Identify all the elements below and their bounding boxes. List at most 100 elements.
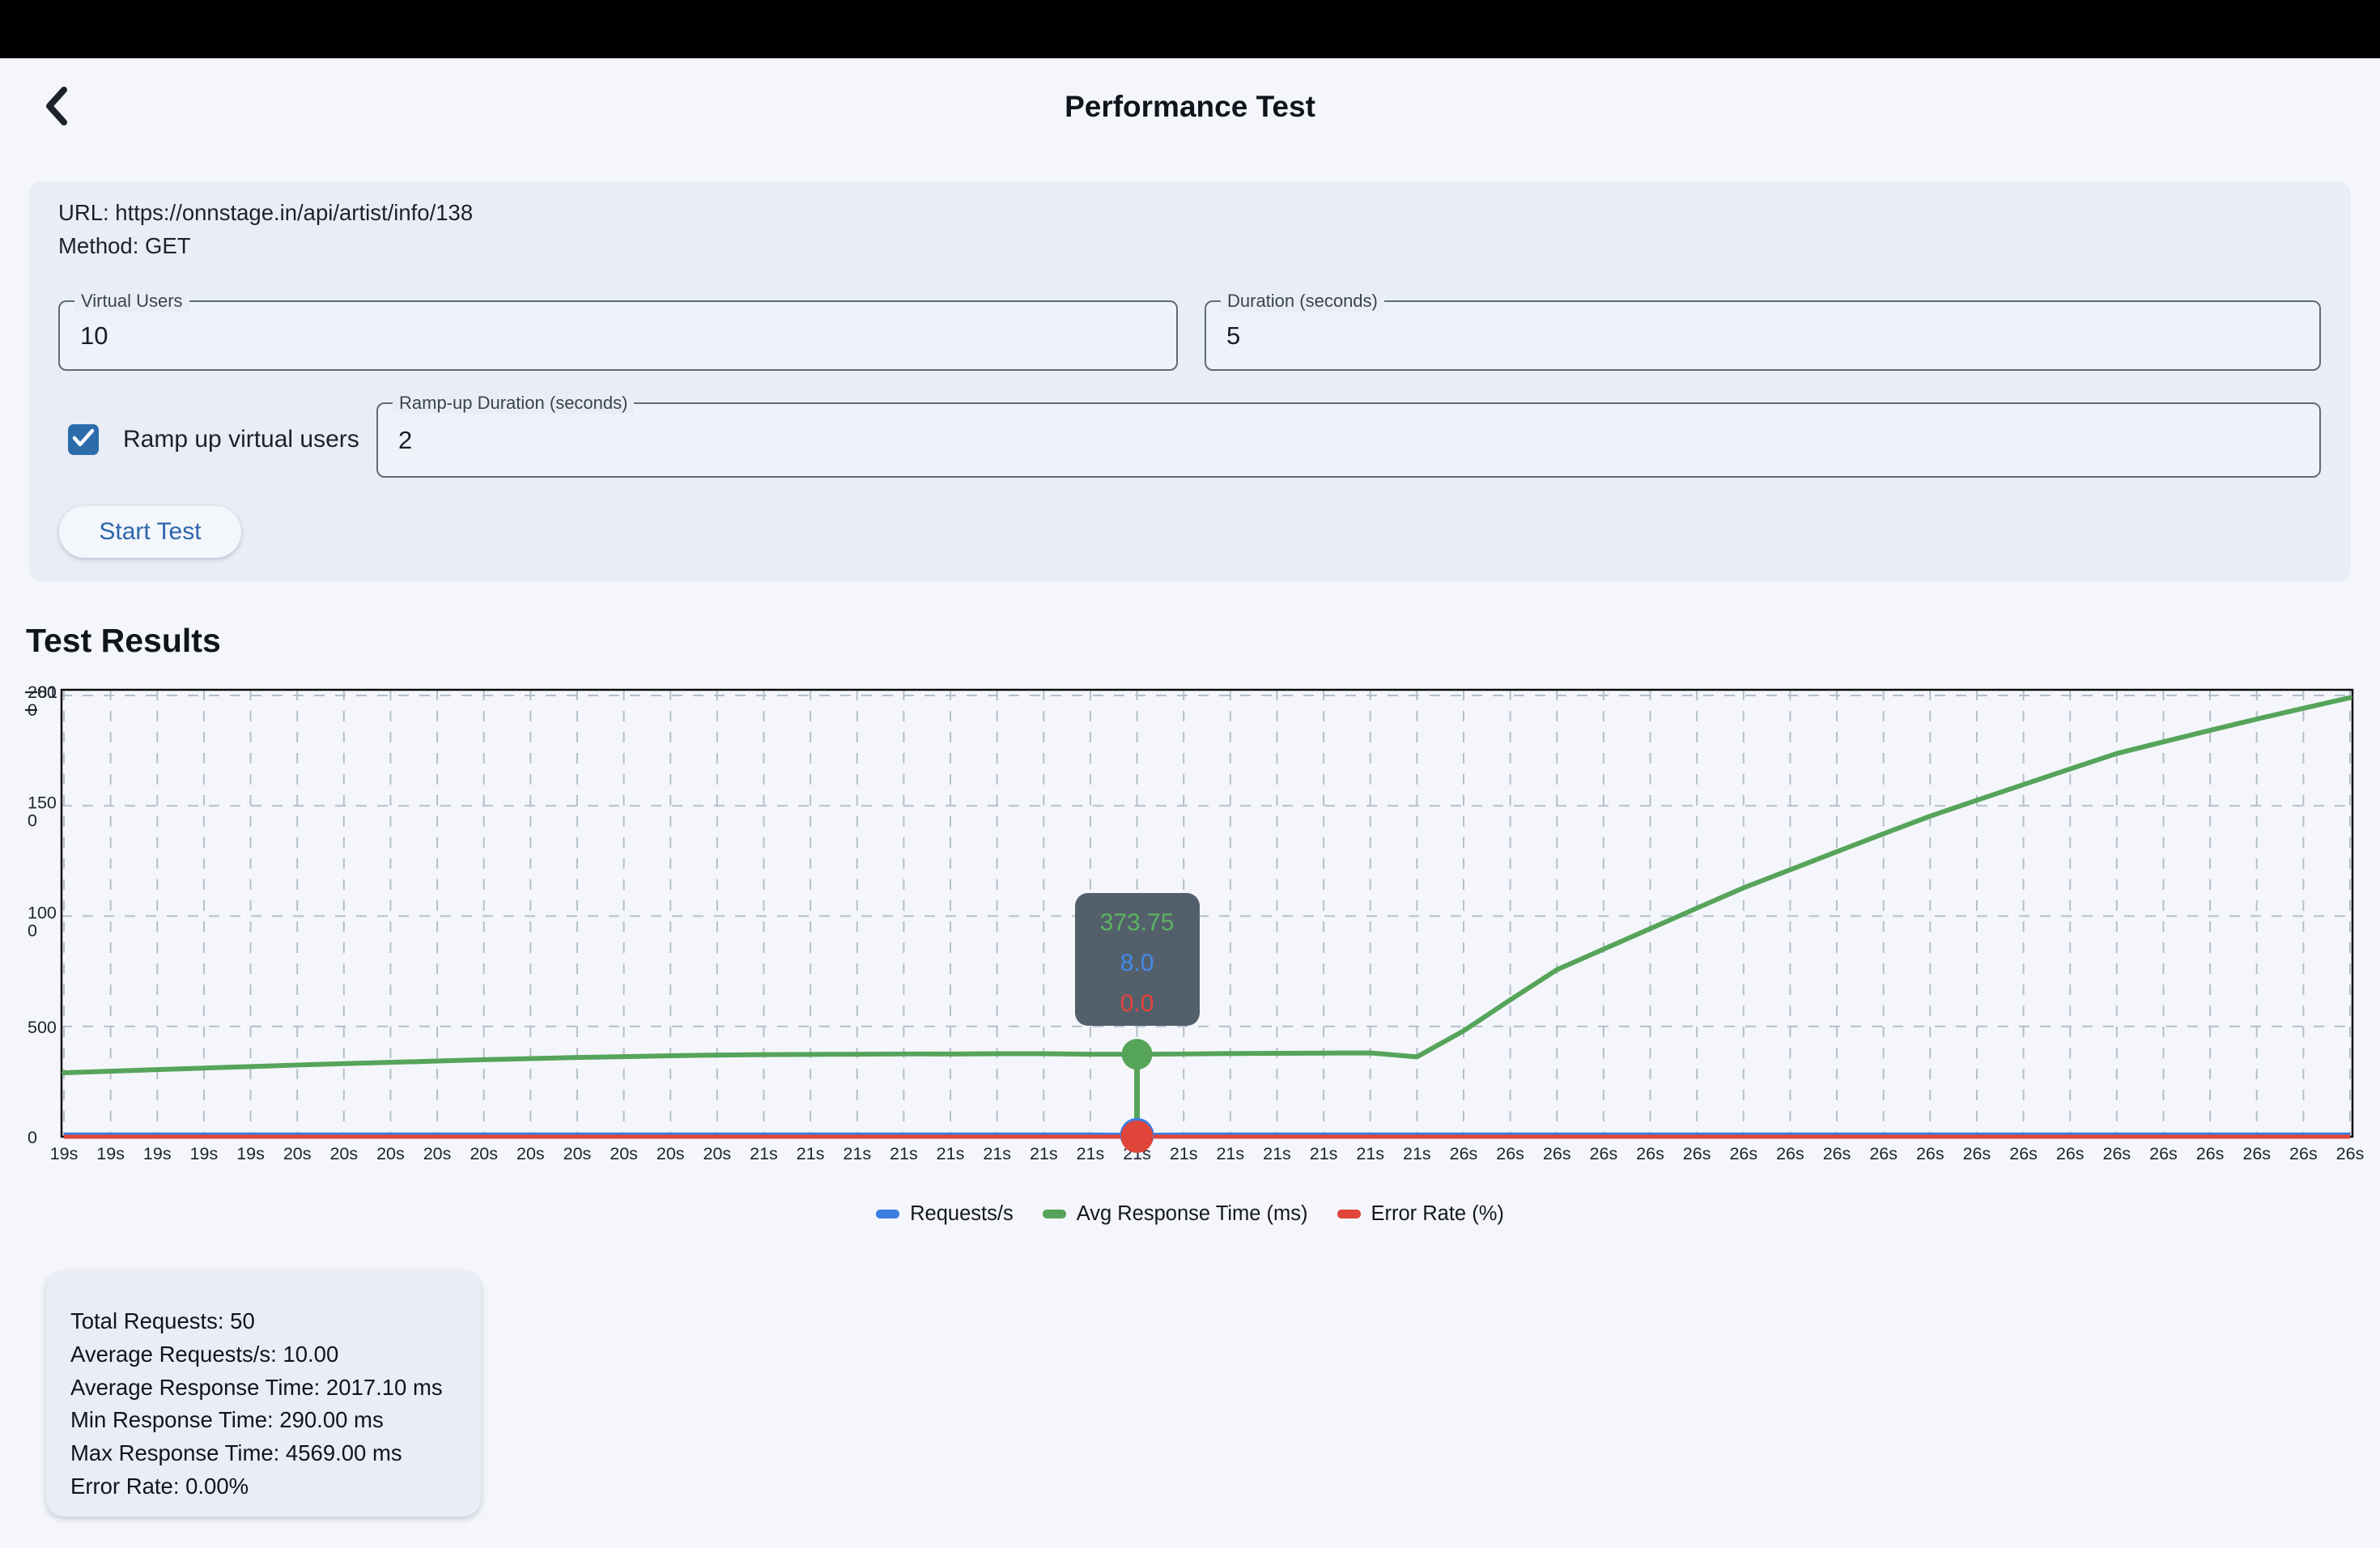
svg-text:26s: 26s xyxy=(1823,1144,1851,1163)
legend-item-error-rate: Error Rate (%) xyxy=(1337,1202,1504,1226)
duration-input[interactable] xyxy=(1206,302,2319,369)
error-rate-swatch-icon xyxy=(1337,1210,1361,1218)
svg-text:100: 100 xyxy=(28,904,57,923)
chart-tooltip: 373.75 8.0 0.0 xyxy=(1074,893,1200,1027)
ramp-up-checkbox-label: Ramp up virtual users xyxy=(123,426,359,453)
total-requests-text: Total Requests: 50 xyxy=(70,1308,255,1333)
virtual-users-input[interactable] xyxy=(60,302,1176,369)
ramp-up-duration-field: Ramp-up Duration (seconds) xyxy=(376,393,2321,478)
target-url-text: URL: https://onnstage.in/api/artist/info… xyxy=(58,200,474,225)
svg-text:21s: 21s xyxy=(1077,1144,1105,1163)
svg-text:0: 0 xyxy=(28,1128,37,1147)
legend-item-response-time: Avg Response Time (ms) xyxy=(1042,1202,1308,1226)
svg-text:26s: 26s xyxy=(1496,1144,1524,1163)
virtual-users-label: Virtual Users xyxy=(74,291,189,312)
svg-text:19s: 19s xyxy=(50,1144,79,1163)
svg-text:26s: 26s xyxy=(1963,1144,1991,1163)
results-chart[interactable]: 19s 19s 19s 19s 19s 20s 20s 20s 20s 20s 20s 20s 20s 2… xyxy=(0,680,2380,1247)
svg-text:20s: 20s xyxy=(283,1144,312,1163)
error-rate-text: Error Rate: 0.00% xyxy=(70,1473,249,1499)
requests-swatch-icon xyxy=(876,1210,900,1218)
tooltip-response-time-value: 373.75 xyxy=(1099,909,1175,937)
ramp-up-checkbox-row: Ramp up virtual users xyxy=(68,424,359,455)
svg-text:26s: 26s xyxy=(2103,1144,2131,1163)
svg-text:21s: 21s xyxy=(843,1144,871,1163)
ramp-up-duration-input[interactable] xyxy=(378,404,2319,476)
line-chart-canvas: 19s 19s 19s 19s 19s 20s 20s 20s 20s 20s 20s 20s 20s 2… xyxy=(25,683,2365,1163)
svg-text:26s: 26s xyxy=(1450,1144,1478,1163)
svg-text:21s: 21s xyxy=(1310,1144,1338,1163)
back-chevron-icon xyxy=(40,75,73,139)
svg-text:8: 8 xyxy=(38,683,48,702)
status-bar xyxy=(0,0,2380,58)
average-response-time-text: Average Response Time: 2017.10 ms xyxy=(70,1374,443,1400)
svg-text:19s: 19s xyxy=(190,1144,219,1163)
svg-text:500: 500 xyxy=(28,1018,57,1037)
svg-text:26s: 26s xyxy=(1590,1144,1618,1163)
svg-text:20s: 20s xyxy=(329,1144,358,1163)
legend-label-requests: Requests/s xyxy=(910,1202,1014,1225)
test-config-card: URL: https://onnstage.in/api/artist/info… xyxy=(29,181,2351,581)
test-results-heading: Test Results xyxy=(26,622,221,659)
svg-text:26s: 26s xyxy=(1729,1144,1757,1163)
svg-text:26s: 26s xyxy=(2242,1144,2271,1163)
svg-text:21s: 21s xyxy=(1356,1144,1384,1163)
legend-label-response-time: Avg Response Time (ms) xyxy=(1076,1202,1308,1225)
svg-text:0: 0 xyxy=(28,921,37,941)
svg-text:21s: 21s xyxy=(797,1144,825,1163)
svg-text:20s: 20s xyxy=(563,1144,592,1163)
svg-text:26s: 26s xyxy=(2149,1144,2178,1163)
min-response-time-text: Min Response Time: 290.00 ms xyxy=(70,1407,384,1433)
svg-text:21s: 21s xyxy=(1030,1144,1058,1163)
svg-text:20s: 20s xyxy=(657,1144,685,1163)
legend-item-requests: Requests/s xyxy=(876,1202,1014,1226)
svg-text:26s: 26s xyxy=(1636,1144,1664,1163)
response-time-swatch-icon xyxy=(1042,1210,1066,1218)
svg-text:26s: 26s xyxy=(1916,1144,1944,1163)
svg-text:21s: 21s xyxy=(750,1144,778,1163)
svg-text:21s: 21s xyxy=(1263,1144,1291,1163)
chart-legend: Requests/s Avg Response Time (ms) Error … xyxy=(0,1202,2380,1226)
ramp-up-checkbox[interactable] xyxy=(68,424,99,455)
svg-text:21s: 21s xyxy=(1216,1144,1244,1163)
svg-text:21s: 21s xyxy=(1403,1144,1431,1163)
svg-text:26s: 26s xyxy=(2009,1144,2038,1163)
http-method-text: Method: GET xyxy=(58,233,191,258)
svg-text:19s: 19s xyxy=(143,1144,172,1163)
svg-text:26s: 26s xyxy=(1776,1144,1804,1163)
page-title: Performance Test xyxy=(1065,90,1315,123)
svg-text:21s: 21s xyxy=(890,1144,918,1163)
svg-text:20s: 20s xyxy=(470,1144,498,1163)
checkmark-icon xyxy=(72,428,95,452)
tooltip-requests-value: 8.0 xyxy=(1120,950,1154,977)
svg-text:21s: 21s xyxy=(983,1144,1011,1163)
back-button[interactable] xyxy=(32,76,81,138)
svg-text:20s: 20s xyxy=(703,1144,732,1163)
start-test-button[interactable]: Start Test xyxy=(59,506,241,558)
virtual-users-field: Virtual Users xyxy=(58,291,1178,371)
svg-text:0: 0 xyxy=(28,810,37,830)
max-response-time-text: Max Response Time: 4569.00 ms xyxy=(70,1440,402,1466)
legend-label-error-rate: Error Rate (%) xyxy=(1371,1202,1504,1225)
svg-text:26s: 26s xyxy=(2336,1144,2365,1163)
svg-text:20s: 20s xyxy=(423,1144,452,1163)
svg-text:20s: 20s xyxy=(376,1144,405,1163)
tooltip-error-rate-value: 0.0 xyxy=(1120,990,1154,1018)
svg-text:26s: 26s xyxy=(1543,1144,1571,1163)
svg-text:19s: 19s xyxy=(236,1144,265,1163)
svg-text:19s: 19s xyxy=(96,1144,125,1163)
svg-text:26s: 26s xyxy=(2289,1144,2318,1163)
svg-text:20s: 20s xyxy=(516,1144,545,1163)
svg-text:20s: 20s xyxy=(610,1144,638,1163)
svg-text:150: 150 xyxy=(28,793,57,812)
svg-text:1: 1 xyxy=(48,683,57,702)
svg-text:26s: 26s xyxy=(2056,1144,2085,1163)
svg-text:21s: 21s xyxy=(1170,1144,1198,1163)
svg-text:26s: 26s xyxy=(2196,1144,2225,1163)
svg-text:21s: 21s xyxy=(937,1144,965,1163)
svg-text:26s: 26s xyxy=(1683,1144,1711,1163)
average-requests-text: Average Requests/s: 10.00 xyxy=(70,1341,339,1367)
duration-field: Duration (seconds) xyxy=(1205,291,2321,371)
svg-text:26s: 26s xyxy=(1869,1144,1898,1163)
